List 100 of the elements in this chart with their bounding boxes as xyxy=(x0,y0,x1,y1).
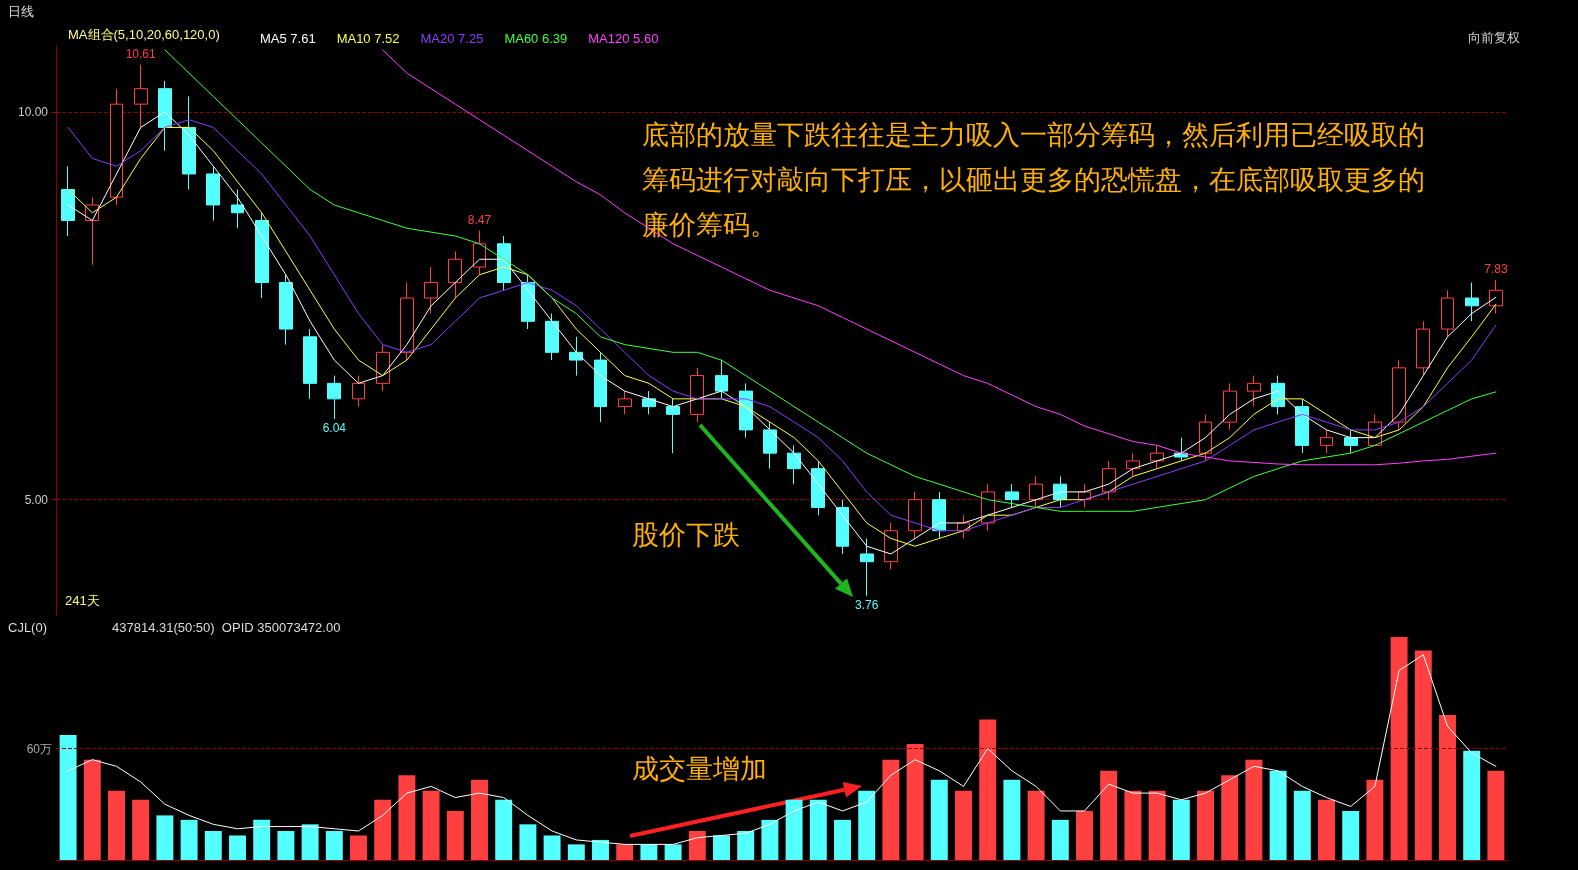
candlestick xyxy=(400,282,414,361)
bar xyxy=(1318,799,1335,860)
annotation: 241天 xyxy=(65,593,100,608)
bar xyxy=(1245,759,1263,860)
bar xyxy=(59,735,77,860)
bar xyxy=(422,790,440,860)
bar xyxy=(253,819,271,860)
candlestick xyxy=(1126,452,1140,477)
bar xyxy=(955,790,972,860)
bar xyxy=(616,844,634,860)
candlestick xyxy=(1465,282,1479,322)
bar xyxy=(1027,790,1045,860)
candlestick xyxy=(1489,279,1503,315)
candlestick xyxy=(836,499,849,555)
text: MA10 7.52 xyxy=(336,30,400,46)
candlestick xyxy=(376,344,390,392)
bar xyxy=(1342,810,1360,860)
bar xyxy=(108,790,125,860)
annotation: 7.83 xyxy=(1484,262,1508,277)
bar xyxy=(1293,790,1311,860)
bar xyxy=(1051,819,1069,860)
bar xyxy=(83,759,101,860)
candlestick xyxy=(424,266,438,315)
bar xyxy=(809,799,827,860)
candlestick xyxy=(327,375,341,420)
bar xyxy=(1439,715,1456,860)
candlestick xyxy=(1344,429,1358,454)
candlestick xyxy=(1223,382,1237,431)
text: MA20 7.25 xyxy=(420,30,484,46)
candlestick xyxy=(932,491,946,539)
bar xyxy=(906,744,924,860)
bar xyxy=(1124,790,1142,860)
text: 向前复权 xyxy=(1468,30,1520,45)
candlestick xyxy=(231,188,244,229)
candlestick xyxy=(618,390,632,415)
bar xyxy=(1390,637,1408,860)
candlestick xyxy=(545,313,559,361)
candlestick xyxy=(61,165,75,237)
candlestick xyxy=(569,336,583,377)
candlestick xyxy=(206,165,220,221)
bar xyxy=(1148,790,1166,860)
bar xyxy=(858,790,876,860)
text: MA5 7.61 xyxy=(260,30,316,46)
bar xyxy=(1269,770,1287,860)
bar xyxy=(713,835,730,860)
bar xyxy=(471,779,488,860)
y-tick-label: 10.00 xyxy=(17,104,49,119)
candlestick xyxy=(279,274,293,346)
candlestick xyxy=(1247,375,1261,408)
annotation: 股价下跌 xyxy=(632,519,740,550)
candlestick xyxy=(642,390,656,415)
candlestick xyxy=(448,251,462,299)
candlestick xyxy=(1199,413,1212,462)
candlestick xyxy=(666,398,680,454)
chart-title: 日线 xyxy=(8,4,34,19)
annotation: 3.76 xyxy=(855,597,879,612)
annotation: 8.47 xyxy=(467,212,492,227)
candlestick xyxy=(811,460,825,516)
legend-title: MA组合(5,10,20,60,120,0) xyxy=(68,27,220,42)
chart-subtitle: 437814.31(50:50) OPID 350073472.00 xyxy=(112,620,341,635)
candlestick xyxy=(1029,475,1043,508)
bar xyxy=(1197,790,1214,860)
ref-line-label: 60万 xyxy=(26,741,52,756)
candlestick xyxy=(1005,483,1019,508)
bar xyxy=(640,844,658,860)
bar xyxy=(1414,650,1432,860)
bar xyxy=(1487,770,1505,860)
candlestick xyxy=(908,491,922,539)
bar xyxy=(1221,775,1239,860)
bar xyxy=(1366,779,1384,860)
bar xyxy=(398,775,416,860)
candlestick xyxy=(134,64,148,128)
candlestick xyxy=(860,537,874,597)
candlestick xyxy=(715,359,728,400)
candlestick xyxy=(473,230,486,276)
candlestick xyxy=(255,212,269,299)
annotation: 10.61 xyxy=(125,46,157,61)
bar xyxy=(737,831,755,860)
y-tick-label: 5.00 xyxy=(24,492,49,507)
bar xyxy=(543,835,561,860)
text: MA60 6.39 xyxy=(504,30,568,46)
candlestick xyxy=(1320,429,1333,454)
bar xyxy=(664,844,682,860)
bar xyxy=(979,719,997,860)
candlestick xyxy=(594,351,607,423)
bar xyxy=(1463,750,1481,860)
bar xyxy=(204,831,222,860)
annotation: 底部的放量下跌往往是主力吸入一部分筹码，然后利用已经吸取的筹码进行对敲向下打压，以砸出更多的恐慌盘，在底部吸取更多的廉价筹码。 xyxy=(642,119,1425,240)
text: MA120 5.60 xyxy=(588,30,659,46)
candlestick xyxy=(1392,359,1406,431)
bar xyxy=(1172,799,1190,860)
candlestick xyxy=(1150,444,1164,470)
candlestick xyxy=(303,328,317,400)
bar xyxy=(156,815,174,860)
bar xyxy=(1003,779,1021,860)
bar xyxy=(277,831,295,860)
annotation: 成交量增加 xyxy=(632,753,767,784)
bar xyxy=(325,831,343,860)
candlestick xyxy=(352,375,365,408)
chart-title: CJL(0) xyxy=(8,620,48,635)
